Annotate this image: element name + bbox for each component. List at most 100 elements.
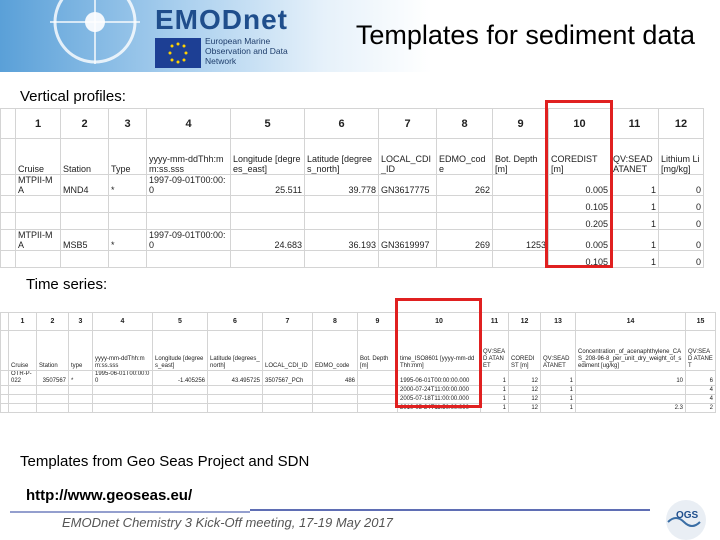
- column-number: 15: [685, 312, 716, 331]
- cell: MTPII-MA: [15, 229, 61, 251]
- cell: Bot. Depth [m]: [357, 330, 398, 371]
- header-row: Cruise Station type yyyy-mm-ddThh:mm:ss.sss…: [0, 330, 716, 371]
- cell: 0: [658, 250, 704, 268]
- cell: MND4: [60, 174, 109, 196]
- data-row: 0.105 1 0: [0, 250, 704, 268]
- spreadsheet: 1 2 3 4 5 6 7 8 9 10 11 12 Cruise Station Type yyyy-mm-…: [0, 108, 704, 268]
- data-row: MTPII-MA MSB5 * 1997-09-01T00:00:0 24.683 36.…: [0, 229, 704, 251]
- footer-logo: OGS: [676, 510, 699, 521]
- cell: *: [68, 370, 93, 386]
- cell: [230, 195, 305, 213]
- cell: 12: [508, 403, 541, 413]
- cell: [36, 394, 69, 404]
- cell: 1: [480, 394, 509, 404]
- cell: Latitude [degrees_north]: [207, 330, 263, 371]
- column-number: 2: [60, 108, 109, 139]
- note: Templates from Geo Seas Project and SDN: [20, 453, 310, 470]
- column-number: 3: [68, 312, 93, 331]
- cell: 6: [685, 370, 716, 386]
- column-number: 7: [262, 312, 313, 331]
- cell: [60, 195, 109, 213]
- column-number: 6: [207, 312, 263, 331]
- cell: 1: [610, 212, 659, 230]
- column-number: 12: [658, 108, 704, 139]
- cell: [15, 212, 61, 230]
- cell: 1: [610, 250, 659, 268]
- column-number: 13: [540, 312, 576, 331]
- cell: 486: [312, 370, 358, 386]
- cell: 1: [540, 394, 576, 404]
- footer-text: EMODnet Chemistry 3 Kick-Off meeting, 17…: [62, 515, 393, 530]
- cell: 12: [508, 370, 541, 386]
- row-number: [0, 229, 16, 251]
- footer-decoration: [10, 500, 706, 540]
- cell: Bot. Depth [m]: [492, 138, 549, 175]
- logo-subtitle: European Marine Observation and Data Net…: [205, 36, 288, 66]
- cell: 0: [658, 212, 704, 230]
- cell: [92, 394, 153, 404]
- cell: [378, 250, 437, 268]
- cell: [108, 195, 147, 213]
- slide-title: Templates for sediment data: [355, 20, 695, 50]
- cell: 24.683: [230, 229, 305, 251]
- cell: 3507567: [36, 370, 69, 386]
- row-number: [0, 138, 16, 175]
- column-number: 6: [304, 108, 379, 139]
- data-row: 2010-05-24T11:50:00.000 1 12 1 2.3 2: [0, 403, 716, 413]
- cell: [304, 212, 379, 230]
- cell: [152, 403, 208, 413]
- row-number: [0, 312, 9, 331]
- cell: [207, 394, 263, 404]
- table-time-series: 1 2 3 4 5 6 7 8 9 10 11 12 13 14 15 Cruise Station type yy…: [0, 312, 716, 413]
- cell: [146, 212, 231, 230]
- cell: Lithium Li [mg/kg]: [658, 138, 704, 175]
- cell: [357, 394, 398, 404]
- cell: [60, 212, 109, 230]
- cell: 1253: [492, 229, 549, 251]
- data-row: MTPII-MA MND4 * 1997-09-01T00:00:0 25.511 39.…: [0, 174, 704, 196]
- column-number: 12: [508, 312, 541, 331]
- cell: [8, 394, 37, 404]
- cell: [15, 195, 61, 213]
- cell: [108, 250, 147, 268]
- cell: LOCAL_CDI_ID: [378, 138, 437, 175]
- cell: Cruise: [15, 138, 61, 175]
- cell: [36, 403, 69, 413]
- cell: [262, 385, 313, 395]
- cell: OTR-P-022: [8, 370, 37, 386]
- row-number: [0, 174, 16, 196]
- cell: MSB5: [60, 229, 109, 251]
- cell: [36, 385, 69, 395]
- cell: Station: [36, 330, 69, 371]
- column-number: 11: [480, 312, 509, 331]
- cell: EDMO_code: [312, 330, 358, 371]
- row-number: [0, 370, 9, 386]
- cell: Latitude [degrees_north]: [304, 138, 379, 175]
- cell: 1: [610, 229, 659, 251]
- cell: [207, 385, 263, 395]
- column-number-row: 1 2 3 4 5 6 7 8 9 10 11 12 13 14 15: [0, 312, 716, 331]
- cell: 10: [575, 370, 686, 386]
- cell: -1.405256: [152, 370, 208, 386]
- cell: [152, 394, 208, 404]
- cell: 1995-06-01T00:00:00: [92, 370, 153, 386]
- data-row: 2000-07-24T11:00:00.000 1 12 1 4: [0, 385, 716, 395]
- cell: 25.511: [230, 174, 305, 196]
- cell: [492, 250, 549, 268]
- column-number: 3: [108, 108, 147, 139]
- row-number: [0, 250, 16, 268]
- cell: MTPII-MA: [15, 174, 61, 196]
- cell: yyyy-mm-ddThh:mm:ss.sss: [146, 138, 231, 175]
- column-number: 9: [492, 108, 549, 139]
- cell: [60, 250, 109, 268]
- column-number-row: 1 2 3 4 5 6 7 8 9 10 11 12: [0, 108, 704, 139]
- cell: 2: [685, 403, 716, 413]
- section-label: Vertical profiles:: [20, 88, 126, 105]
- cell: [207, 403, 263, 413]
- cell: [312, 403, 358, 413]
- cell: [436, 250, 493, 268]
- cell: [262, 403, 313, 413]
- cell: [92, 385, 153, 395]
- column-number: 1: [15, 108, 61, 139]
